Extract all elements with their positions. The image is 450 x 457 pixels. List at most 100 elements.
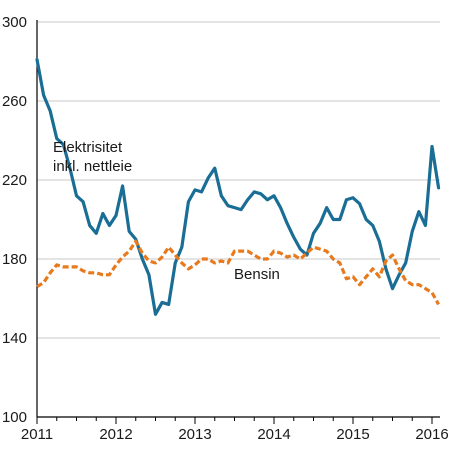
data-point-bensin-6 <box>75 265 78 268</box>
data-point-bensin-48 <box>351 275 354 278</box>
data-point-bensin-19 <box>160 255 163 258</box>
data-point-elektrisitet-inkl-nettleie-9 <box>95 232 98 235</box>
data-point-elektrisitet-inkl-nettleie-23 <box>187 200 190 203</box>
data-point-bensin-32 <box>246 250 249 253</box>
data-point-elektrisitet-inkl-nettleie-12 <box>114 214 117 217</box>
data-point-bensin-18 <box>154 261 157 264</box>
data-point-elektrisitet-inkl-nettleie-11 <box>108 224 111 227</box>
series-label-elektrisitet-inkl-nettleie: Elektrisitet inkl. nettleie <box>53 139 132 175</box>
data-point-bensin-54 <box>391 253 394 256</box>
data-point-elektrisitet-inkl-nettleie-31 <box>239 208 242 211</box>
data-point-elektrisitet-inkl-nettleie-19 <box>160 301 163 304</box>
data-point-bensin-38 <box>286 255 289 258</box>
data-point-bensin-53 <box>384 259 387 262</box>
data-point-bensin-26 <box>207 257 210 260</box>
data-point-elektrisitet-inkl-nettleie-7 <box>81 200 84 203</box>
series-label-bensin: Bensin <box>234 266 280 283</box>
x-tick-labels: 2011 2012 2013 2014 2015 2016 <box>21 426 449 443</box>
data-point-elektrisitet-inkl-nettleie-32 <box>246 198 249 201</box>
data-point-bensin-55 <box>397 267 400 270</box>
data-point-elektrisitet-inkl-nettleie-26 <box>207 176 210 179</box>
data-point-elektrisitet-inkl-nettleie-20 <box>167 303 170 306</box>
data-point-elektrisitet-inkl-nettleie-42 <box>312 232 315 235</box>
data-point-bensin-46 <box>338 261 341 264</box>
data-point-bensin-2 <box>49 271 52 274</box>
data-point-elektrisitet-inkl-nettleie-34 <box>259 192 262 195</box>
data-point-elektrisitet-inkl-nettleie-50 <box>365 218 368 221</box>
data-point-bensin-41 <box>305 251 308 254</box>
data-point-elektrisitet-inkl-nettleie-24 <box>193 188 196 191</box>
data-point-elektrisitet-inkl-nettleie-17 <box>147 273 150 276</box>
data-point-elektrisitet-inkl-nettleie-51 <box>371 224 374 227</box>
data-point-elektrisitet-inkl-nettleie-39 <box>292 236 295 239</box>
data-point-elektrisitet-inkl-nettleie-33 <box>253 190 256 193</box>
y-tick-label-300: 300 <box>2 14 27 31</box>
data-point-elektrisitet-inkl-nettleie-28 <box>220 194 223 197</box>
series-label-line: inkl. nettleie <box>53 158 132 175</box>
data-point-elektrisitet-inkl-nettleie-53 <box>384 267 387 270</box>
data-point-bensin-45 <box>332 257 335 260</box>
data-point-bensin-24 <box>193 263 196 266</box>
data-point-bensin-8 <box>88 271 91 274</box>
x-tick-label-2014: 2014 <box>257 426 290 443</box>
data-point-bensin-13 <box>121 255 124 258</box>
data-point-elektrisitet-inkl-nettleie-47 <box>345 198 348 201</box>
y-tick-label-260: 260 <box>2 93 27 110</box>
data-point-bensin-44 <box>325 250 328 253</box>
data-point-bensin-50 <box>365 275 368 278</box>
data-point-bensin-1 <box>42 281 45 284</box>
data-point-elektrisitet-inkl-nettleie-22 <box>180 246 183 249</box>
data-point-elektrisitet-inkl-nettleie-40 <box>299 248 302 251</box>
data-point-bensin-40 <box>299 257 302 260</box>
data-point-elektrisitet-inkl-nettleie-29 <box>226 204 229 207</box>
data-point-bensin-56 <box>404 279 407 282</box>
data-point-bensin-27 <box>213 261 216 264</box>
data-point-elektrisitet-inkl-nettleie-43 <box>318 222 321 225</box>
data-point-bensin-30 <box>233 250 236 253</box>
series-label-line: Bensin <box>234 266 280 283</box>
data-point-bensin-9 <box>95 271 98 274</box>
series-line-bensin <box>36 239 440 306</box>
x-tick-label-2011: 2011 <box>21 426 53 443</box>
series-label-line: Elektrisitet <box>53 139 123 156</box>
data-point-elektrisitet-inkl-nettleie-57 <box>411 230 414 233</box>
data-point-elektrisitet-inkl-nettleie-55 <box>397 273 400 276</box>
x-tick-label-2012: 2012 <box>99 426 132 443</box>
data-point-elektrisitet-inkl-nettleie-44 <box>325 206 328 209</box>
data-point-elektrisitet-inkl-nettleie-54 <box>391 287 394 290</box>
data-point-bensin-61 <box>437 303 440 306</box>
y-tick-label-180: 180 <box>2 251 27 268</box>
data-point-bensin-15 <box>134 240 137 243</box>
data-point-bensin-4 <box>62 265 65 268</box>
data-point-elektrisitet-inkl-nettleie-10 <box>101 212 104 215</box>
data-point-bensin-10 <box>101 273 104 276</box>
data-point-bensin-59 <box>424 287 427 290</box>
data-point-bensin-58 <box>417 283 420 286</box>
data-point-bensin-28 <box>220 259 223 262</box>
data-point-bensin-23 <box>187 267 190 270</box>
data-point-elektrisitet-inkl-nettleie-30 <box>233 206 236 209</box>
data-point-bensin-5 <box>68 265 71 268</box>
data-point-elektrisitet-inkl-nettleie-0 <box>35 58 38 61</box>
data-point-elektrisitet-inkl-nettleie-14 <box>128 230 131 233</box>
data-point-bensin-52 <box>378 275 381 278</box>
data-point-bensin-3 <box>55 263 58 266</box>
data-point-elektrisitet-inkl-nettleie-2 <box>49 109 52 112</box>
data-point-elektrisitet-inkl-nettleie-18 <box>154 313 157 316</box>
data-point-elektrisitet-inkl-nettleie-8 <box>88 224 91 227</box>
data-point-bensin-37 <box>279 251 282 254</box>
y-tick-label-140: 140 <box>2 330 27 347</box>
data-point-bensin-7 <box>81 269 84 272</box>
data-point-bensin-29 <box>226 261 229 264</box>
data-point-elektrisitet-inkl-nettleie-49 <box>358 202 361 205</box>
x-tick-label-2016: 2016 <box>415 426 448 443</box>
data-point-bensin-36 <box>272 250 275 253</box>
series-line-elektrisitet-inkl-nettleie <box>35 57 441 316</box>
data-point-elektrisitet-inkl-nettleie-38 <box>286 222 289 225</box>
data-point-elektrisitet-inkl-nettleie-21 <box>174 261 177 264</box>
data-point-elektrisitet-inkl-nettleie-46 <box>338 218 341 221</box>
data-point-bensin-0 <box>35 285 38 288</box>
grid-lines <box>37 21 440 339</box>
data-point-elektrisitet-inkl-nettleie-58 <box>417 210 420 213</box>
